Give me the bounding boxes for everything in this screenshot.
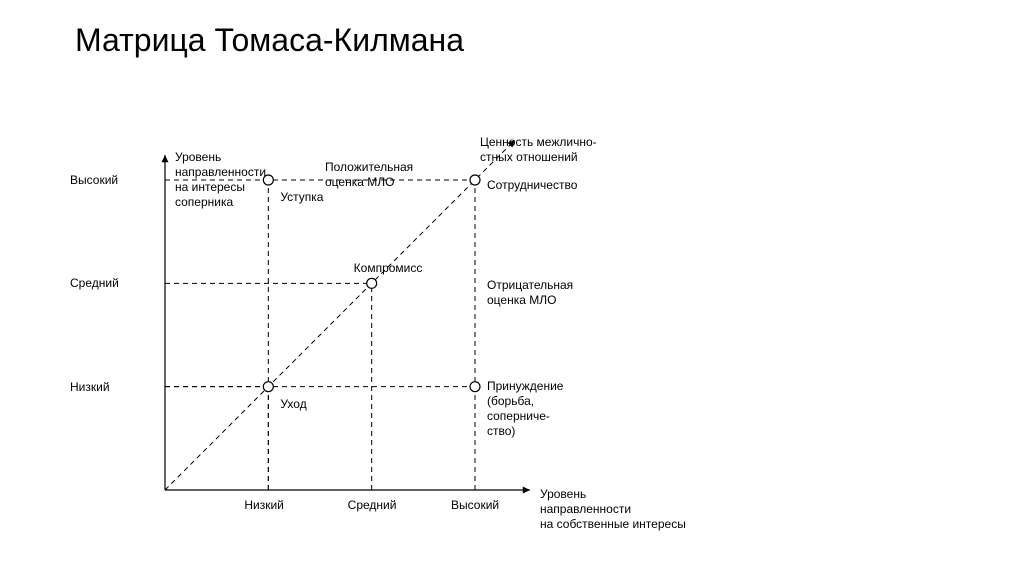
point-label: Компромисс [354, 261, 423, 276]
diagram-svg [70, 80, 720, 540]
lower-region-label: Отрицательная оценка МЛО [487, 278, 573, 308]
x-tick-label: Высокий [451, 498, 499, 513]
diagonal-label: Ценность межлично- стных отношений [480, 135, 597, 165]
point-label: Уход [280, 397, 306, 412]
y-tick-label: Высокий [70, 173, 153, 188]
y-tick-label: Средний [70, 276, 153, 291]
point-label: Сотрудничество [487, 178, 577, 193]
thomas-kilmann-diagram: Высокий Средний Низкий Низкий Средний Высокий… [70, 80, 720, 540]
x-tick-label: Низкий [244, 498, 284, 513]
slide: Матрица Томаса-Килмана Высокий Средний Низ… [0, 0, 1024, 574]
point-label: Принуждение (борьба, соперниче- ство) [487, 379, 563, 439]
y-tick-label: Низкий [70, 380, 153, 395]
y-axis-label: Уровень направленности на интересы сопер… [175, 150, 266, 210]
x-axis-label: Уровень направленности на собственные ин… [540, 487, 686, 532]
point-label: Уступка [280, 190, 323, 205]
page-title: Матрица Томаса-Килмана [75, 22, 464, 59]
x-tick-label: Средний [348, 498, 397, 513]
upper-region-label: Положительная оценка МЛО [325, 160, 413, 190]
